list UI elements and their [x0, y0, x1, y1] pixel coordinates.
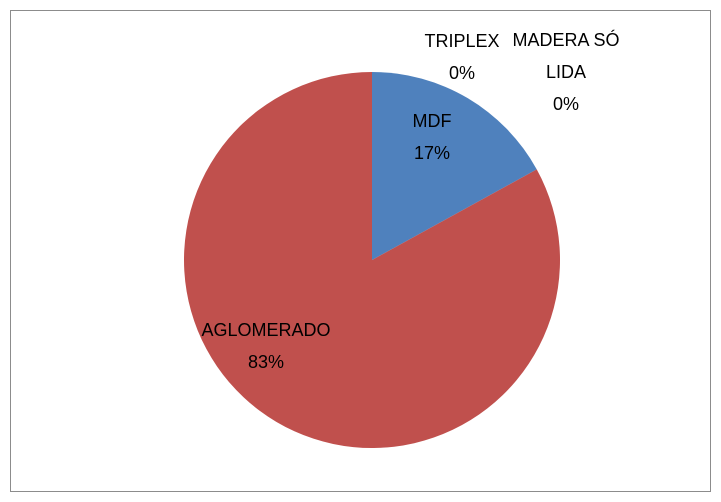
- data-label: MDF 17%: [387, 105, 477, 169]
- pie-slice: [184, 72, 561, 448]
- slice-name: AGLOMERADO: [201, 320, 331, 340]
- slice-name: MADERA SÓLIDA: [512, 30, 620, 82]
- slice-percent: 83%: [247, 352, 285, 372]
- data-label: MADERA SÓLIDA 0%: [511, 24, 621, 120]
- data-label: TRIPLEX 0%: [407, 25, 517, 89]
- slice-name: TRIPLEX: [424, 31, 500, 51]
- slice-percent: 0%: [448, 63, 475, 83]
- pie-slice: [372, 72, 537, 260]
- data-label: AGLOMERADO 83%: [196, 314, 336, 378]
- slice-percent: 0%: [552, 94, 579, 114]
- slice-name: MDF: [412, 111, 452, 131]
- slice-percent: 17%: [413, 143, 451, 163]
